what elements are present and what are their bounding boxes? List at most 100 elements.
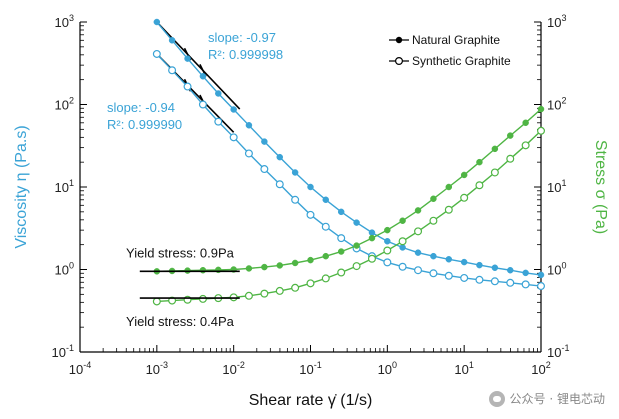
data-point	[245, 122, 253, 129]
data-point	[368, 229, 376, 236]
data-point	[199, 73, 207, 80]
data-point	[337, 208, 345, 216]
y-axis-left-title: Viscosity η (Pa.s)	[13, 125, 30, 248]
data-point	[337, 234, 346, 243]
data-point	[291, 195, 300, 204]
data-point	[244, 149, 253, 158]
r-squared-label: R²: 0.999998	[208, 47, 283, 62]
data-point	[384, 226, 391, 234]
y-right-tick-label: 100	[547, 261, 566, 278]
data-point	[261, 138, 268, 145]
data-point	[521, 141, 530, 150]
y-axis-right-title: Stress σ (Pa)	[592, 140, 609, 234]
data-point	[260, 165, 269, 174]
slope-label: slope: -0.97	[208, 30, 276, 45]
legend: Natural Graphite Synthetic Graphite	[389, 33, 511, 68]
data-point	[445, 256, 453, 263]
yield-stress-label: Yield stress: 0.9Pa	[126, 245, 235, 260]
data-point	[429, 269, 438, 278]
data-point	[506, 278, 515, 287]
data-point	[337, 248, 345, 255]
data-point	[275, 286, 284, 295]
data-point	[306, 279, 315, 288]
data-point	[475, 275, 484, 284]
y-left-tick-label: 100	[55, 261, 74, 278]
data-point	[276, 262, 284, 269]
data-point	[198, 294, 207, 303]
data-point	[230, 106, 237, 113]
x-tick-label: 10-1	[299, 360, 321, 377]
data-point	[491, 145, 499, 153]
data-series	[152, 18, 545, 306]
x-tick-label: 101	[454, 360, 473, 377]
y-right-tick-label: 102	[547, 96, 566, 113]
x-tick-label: 102	[531, 360, 550, 377]
data-point	[506, 154, 515, 163]
data-point	[337, 268, 346, 277]
data-point	[430, 252, 437, 260]
data-point	[536, 282, 545, 291]
data-point	[291, 259, 299, 267]
legend-label: Synthetic Graphite	[412, 54, 511, 68]
data-point	[198, 100, 207, 109]
data-point	[383, 246, 392, 255]
data-point	[414, 266, 423, 275]
data-point	[352, 262, 361, 271]
data-point	[398, 237, 407, 246]
data-point	[275, 180, 284, 189]
y-left-tick-label: 101	[55, 178, 74, 195]
data-point	[522, 119, 529, 127]
legend-marker-open	[395, 56, 404, 65]
data-point	[491, 264, 499, 272]
y-right-tick-label: 10-1	[547, 343, 569, 360]
data-point	[476, 158, 483, 166]
data-point	[307, 183, 314, 191]
series-line	[156, 130, 542, 303]
data-point	[353, 242, 360, 249]
data-point	[430, 195, 437, 203]
data-point	[321, 274, 330, 283]
series-viscosity-synthetic-graphite	[152, 49, 545, 291]
data-point	[245, 265, 253, 272]
data-point	[229, 133, 238, 142]
data-point	[429, 216, 438, 225]
y-right-tick-label: 101	[547, 178, 566, 195]
data-point	[384, 238, 391, 245]
x-tick-label: 10-2	[222, 360, 244, 377]
y-left-tick-label: 103	[55, 13, 74, 30]
data-point	[507, 132, 514, 139]
slope-label: slope: -0.94	[107, 100, 175, 115]
yield-stress-label: Yield stress: 0.4Pa	[126, 314, 235, 329]
legend-label: Natural Graphite	[412, 33, 500, 47]
data-point	[368, 234, 376, 242]
data-point	[199, 266, 207, 274]
data-point	[414, 249, 422, 256]
x-axis-title: Shear rate γ̇ (1/s)	[249, 392, 373, 409]
data-point	[460, 258, 468, 266]
data-point	[537, 271, 545, 279]
y-right-tick-label: 103	[547, 13, 566, 30]
data-point	[152, 297, 161, 306]
data-point	[261, 263, 268, 271]
data-point	[168, 37, 176, 44]
data-point	[522, 269, 529, 277]
data-point	[215, 90, 222, 97]
data-point	[475, 181, 484, 190]
data-point	[260, 289, 269, 298]
data-point	[460, 273, 469, 282]
data-point	[444, 271, 453, 280]
watermark: 公众号 · 锂电芯动	[488, 390, 605, 407]
data-point	[521, 280, 530, 289]
data-point	[399, 244, 406, 251]
data-point	[460, 193, 469, 202]
data-point	[399, 217, 406, 224]
data-point	[244, 291, 253, 300]
data-point	[398, 262, 407, 271]
data-point	[322, 196, 330, 204]
data-point	[490, 277, 499, 286]
data-point	[214, 117, 223, 126]
data-point	[536, 126, 545, 135]
annotations: slope: -0.97 R²: 0.999998 slope: -0.94 R²: …	[107, 30, 283, 329]
